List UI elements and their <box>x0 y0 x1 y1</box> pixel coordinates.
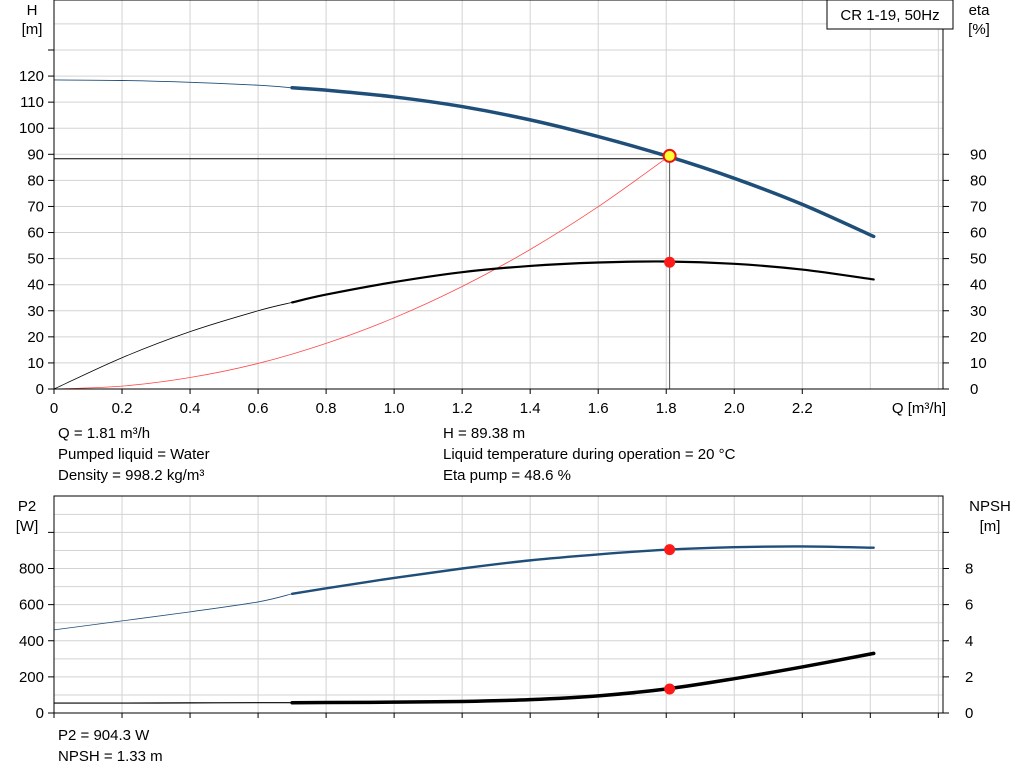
p2-curve-thin <box>53 593 293 631</box>
eta-curve-thin <box>53 302 293 390</box>
eta-curve-bold <box>290 260 875 304</box>
info-liquid-temperature: Liquid temperature during operation = 20… <box>443 446 736 463</box>
bottom-right-y-tick-label: 6 <box>965 597 973 614</box>
bottom-chart-grid <box>54 496 943 713</box>
system-curve <box>53 155 670 390</box>
info-flow: Q = 1.81 m³/h <box>58 425 151 442</box>
bottom-left-y-tick-label: 600 <box>19 597 44 614</box>
info-p2: P2 = 904.3 W <box>58 727 150 744</box>
bottom-right-y-tick-label: 2 <box>965 669 973 686</box>
top-right-y-axis-label-name: eta <box>969 2 991 19</box>
top-left-y-tick-label: 60 <box>27 225 44 242</box>
top-left-y-tick-label: 20 <box>27 329 44 346</box>
top-chart-curves <box>53 79 876 390</box>
top-x-tick-label: 1.4 <box>520 400 541 417</box>
bottom-right-y-axis-label-unit: [m] <box>980 518 1001 535</box>
top-x-tick-label: 1.2 <box>452 400 473 417</box>
top-left-y-axis-label-unit: [m] <box>22 21 43 38</box>
top-left-y-tick-label: 90 <box>27 146 44 163</box>
top-left-y-tick-label: 0 <box>36 381 44 398</box>
top-left-y-tick-label: 120 <box>19 68 44 85</box>
top-x-tick-label: 0.8 <box>316 400 337 417</box>
top-left-y-tick-label: 40 <box>27 277 44 294</box>
top-chart-grid <box>54 0 943 389</box>
top-left-y-tick-label: 30 <box>27 303 44 320</box>
chart-title: CR 1-19, 50Hz <box>840 7 939 24</box>
top-x-tick-label: 0.4 <box>180 400 201 417</box>
top-right-y-tick-label: 60 <box>970 225 987 242</box>
top-x-tick-label: 0 <box>50 400 58 417</box>
info-npsh: NPSH = 1.33 m <box>58 748 163 765</box>
duty-point-marker <box>662 148 677 163</box>
npsh-curve-bold <box>290 651 876 705</box>
bottom-left-y-tick-label: 400 <box>19 633 44 650</box>
top-right-y-tick-label: 30 <box>970 303 987 320</box>
top-right-y-tick-label: 90 <box>970 146 987 163</box>
top-left-y-tick-label: 110 <box>20 94 44 111</box>
top-x-tick-label: 0.6 <box>248 400 269 417</box>
top-left-y-tick-label: 70 <box>27 198 44 215</box>
eta-point-marker <box>664 256 676 268</box>
head-curve-bold <box>290 86 876 239</box>
top-right-y-axis-label-unit: [%] <box>968 21 990 38</box>
p2-point-marker <box>664 544 676 556</box>
top-chart-axes: 0 0.2 0.4 0.6 0.8 1.0 1.2 1.4 1.6 1.8 2.0 2.2 Q [m³/… <box>19 0 990 417</box>
top-left-y-axis-label-name: H <box>27 2 38 19</box>
bottom-info-left: P2 = 904.3 W NPSH = 1.33 m <box>58 725 163 767</box>
top-x-tick-label: 0.2 <box>112 400 133 417</box>
bottom-right-y-axis-label-name: NPSH <box>969 498 1011 515</box>
bottom-left-y-tick-label: 0 <box>36 705 44 722</box>
bottom-left-y-tick-label: 200 <box>19 669 44 686</box>
top-x-tick-label: 2.2 <box>792 400 813 417</box>
top-left-y-tick-label: 80 <box>27 172 44 189</box>
top-info-left: Q = 1.81 m³/h Pumped liquid = Water Dens… <box>58 423 210 486</box>
top-right-y-tick-label: 40 <box>970 277 987 294</box>
top-x-tick-label: 1.0 <box>384 400 405 417</box>
bottom-left-y-axis-label-unit: [W] <box>16 518 39 535</box>
bottom-left-y-tick-label: 800 <box>19 561 44 578</box>
top-left-y-tick-label: 50 <box>27 251 44 268</box>
top-info-right: H = 89.38 m Liquid temperature during op… <box>443 423 735 486</box>
bottom-left-y-axis-label-name: P2 <box>18 498 36 515</box>
head-curve-thin <box>53 79 293 89</box>
top-right-y-tick-label: 10 <box>970 355 987 372</box>
top-right-y-tick-label: 80 <box>970 172 987 189</box>
info-density: Density = 998.2 kg/m³ <box>58 467 205 484</box>
top-chart-frame <box>53 0 944 390</box>
top-right-y-tick-label: 20 <box>970 329 987 346</box>
info-eta-pump: Eta pump = 48.6 % <box>443 467 571 484</box>
top-left-y-tick-label: 10 <box>27 355 44 372</box>
top-x-tick-label: 1.8 <box>656 400 677 417</box>
bottom-chart-curves <box>53 544 876 705</box>
top-right-y-tick-label: 50 <box>970 251 987 268</box>
bottom-right-y-tick-label: 0 <box>965 705 973 722</box>
top-x-axis-label: Q [m³/h] <box>892 400 946 417</box>
info-head: H = 89.38 m <box>443 425 526 442</box>
top-left-y-tick-label: 100 <box>19 120 44 137</box>
npsh-point-marker <box>664 683 676 695</box>
top-x-tick-label: 1.6 <box>588 400 609 417</box>
top-right-y-tick-label: 70 <box>970 198 987 215</box>
bottom-right-y-tick-label: 8 <box>965 561 973 578</box>
bottom-chart-axes: 0 200 400 600 800 P2 [W] 0 2 4 6 8 NPSH [m] <box>16 495 1011 722</box>
chart-title-box <box>826 0 954 30</box>
bottom-right-y-tick-label: 4 <box>965 633 973 650</box>
top-x-tick-label: 2.0 <box>724 400 745 417</box>
p2-curve-bold <box>290 545 875 595</box>
top-right-y-tick-label: 0 <box>970 381 978 398</box>
info-pumped-liquid: Pumped liquid = Water <box>58 446 210 463</box>
